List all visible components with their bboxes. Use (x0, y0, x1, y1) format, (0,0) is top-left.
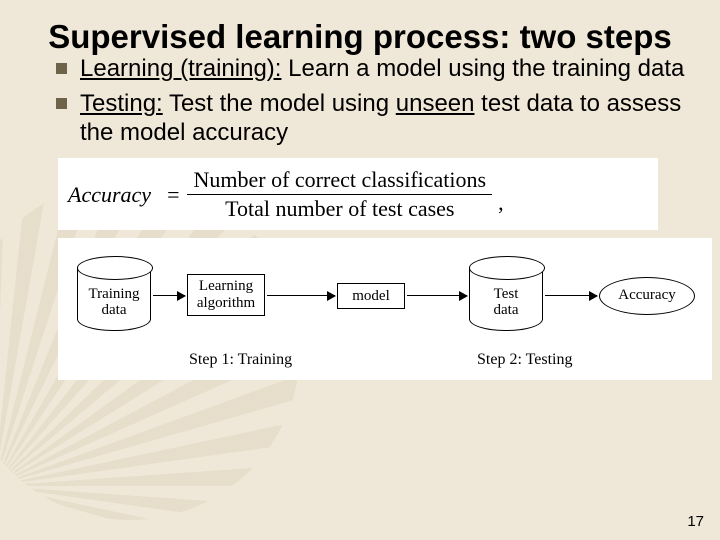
arrow-train-data-to-algo (153, 295, 185, 297)
node-algo: Learningalgorithm (187, 274, 265, 316)
node-label: Learningalgorithm (197, 278, 255, 311)
bullet-rest: Test the model using (163, 90, 396, 117)
node-model: model (337, 283, 405, 309)
step-label: Step 1: Training (189, 351, 292, 369)
arrow-model-to-test-data (407, 295, 467, 297)
fraction-denominator: Total number of test cases (219, 195, 460, 224)
bullet-lead: Learning (training): (80, 55, 281, 82)
node-label: model (352, 288, 390, 305)
arrow-algo-to-model (267, 295, 335, 297)
bullet-list: Learning (training): Learn a model using… (30, 54, 690, 148)
bullet-rest: Learn a model using the training data (281, 55, 684, 82)
fraction: Number of correct classifications Total … (187, 166, 492, 224)
node-label: Testdata (494, 286, 519, 319)
arrow-test-data-to-accuracy (545, 295, 597, 297)
node-test-data: Testdata (469, 267, 543, 331)
accuracy-formula: Accuracy = Number of correct classificat… (58, 158, 658, 230)
bullet-item: Testing: Test the model using unseen tes… (56, 89, 690, 148)
bullet-lead: Testing: (80, 90, 163, 117)
slide: Supervised learning process: two steps L… (0, 0, 720, 540)
step-label: Step 2: Testing (477, 351, 572, 369)
node-train-data: Trainingdata (77, 267, 151, 331)
node-label: Accuracy (618, 287, 675, 304)
bullet-underline: unseen (396, 90, 475, 117)
node-label: Trainingdata (88, 286, 139, 319)
slide-title: Supervised learning process: two steps (30, 18, 690, 56)
equals-sign: = (167, 182, 179, 208)
bullet-item: Learning (training): Learn a model using… (56, 54, 690, 83)
formula-lhs: Accuracy (68, 182, 151, 208)
fraction-numerator: Number of correct classifications (187, 166, 492, 195)
node-accuracy: Accuracy (599, 277, 695, 315)
formula-trailing: , (498, 190, 504, 224)
page-number: 17 (687, 513, 704, 530)
process-diagram: Trainingdata Learningalgorithm model Testda… (58, 238, 712, 380)
